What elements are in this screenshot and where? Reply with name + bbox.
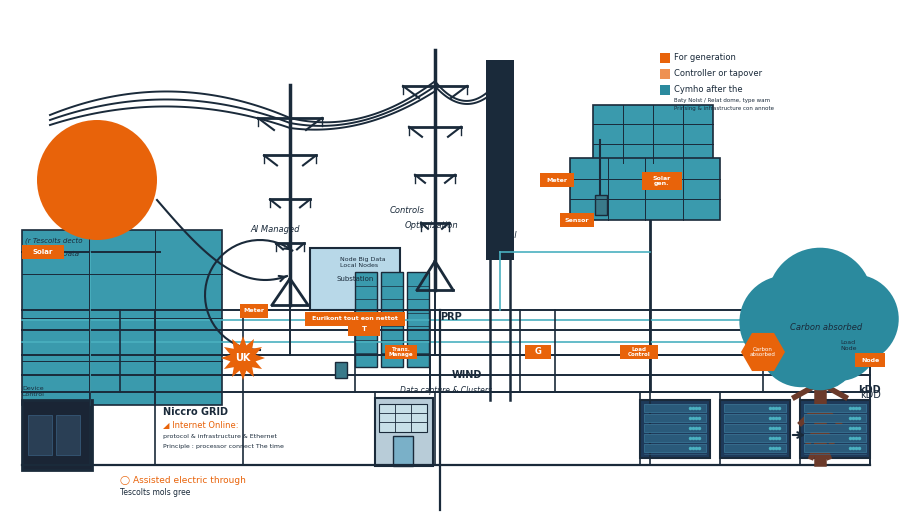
Bar (310, 248, 400, 310)
Bar (56, 415, 80, 455)
Bar (724, 444, 786, 452)
Polygon shape (221, 336, 265, 380)
Bar (644, 434, 706, 442)
Text: Meter: Meter (244, 308, 265, 314)
Text: kDD: kDD (860, 390, 881, 400)
Bar (644, 444, 706, 452)
Text: Data capture & Clusters: Data capture & Clusters (400, 386, 492, 395)
Bar (660, 85, 670, 95)
Bar (804, 404, 866, 412)
Text: Solar: Solar (32, 249, 53, 255)
Bar (724, 404, 786, 412)
Bar (804, 424, 866, 432)
Bar (595, 195, 607, 215)
Text: UK: UK (235, 353, 251, 363)
Bar (28, 415, 52, 455)
Bar (381, 272, 403, 367)
Bar (593, 105, 713, 163)
Text: WIND: WIND (452, 370, 482, 380)
Bar (540, 173, 574, 187)
Bar (640, 400, 710, 458)
Bar (804, 434, 866, 442)
Text: Node: Node (861, 358, 879, 362)
Text: Load
Control: Load Control (627, 346, 651, 357)
Text: Device
Control: Device Control (22, 386, 45, 397)
Bar (620, 345, 658, 359)
Bar (379, 404, 427, 432)
Circle shape (768, 248, 873, 353)
Text: ◢ Internet Online:: ◢ Internet Online: (163, 420, 239, 429)
Text: Carbon
absorbed: Carbon absorbed (750, 346, 776, 357)
Text: Tescolts mols gree: Tescolts mols gree (120, 488, 191, 497)
Text: kDD: kDD (858, 385, 880, 395)
Bar (660, 69, 670, 79)
Text: For generation: For generation (674, 53, 736, 63)
Bar (855, 353, 885, 367)
Text: protocol & infrastructure & Ethernet: protocol & infrastructure & Ethernet (163, 434, 277, 439)
Text: Trans.
Manage: Trans. Manage (389, 346, 413, 357)
Text: Niccro GRID: Niccro GRID (163, 407, 228, 417)
Bar (240, 304, 268, 318)
Text: Load
Node: Load Node (840, 340, 857, 351)
Bar (305, 312, 405, 326)
Bar (560, 213, 594, 227)
Text: (r Tescoits decto: (r Tescoits decto (25, 238, 83, 245)
Bar (724, 414, 786, 422)
Bar (642, 172, 682, 190)
Text: Substation: Substation (337, 276, 374, 282)
Text: Meter: Meter (546, 177, 568, 182)
Text: Carbon absorbed: Carbon absorbed (790, 323, 862, 332)
Text: T: T (362, 326, 366, 332)
Circle shape (758, 300, 845, 387)
Bar (804, 414, 866, 422)
Text: Solar
gen.: Solar gen. (652, 176, 671, 187)
Text: Eurikont tout eon nettot: Eurikont tout eon nettot (312, 317, 398, 321)
Bar (22, 245, 64, 259)
Text: G: G (535, 347, 542, 357)
Bar (660, 53, 670, 63)
Bar (22, 400, 92, 470)
Text: Principle : processor connect The time: Principle : processor connect The time (163, 444, 284, 449)
Bar (486, 60, 514, 260)
Circle shape (809, 274, 899, 363)
Text: Baty Nolst / Relat dome, type wam: Baty Nolst / Relat dome, type wam (674, 98, 770, 103)
Text: AI Managed: AI Managed (250, 225, 300, 234)
Bar (724, 434, 786, 442)
Text: Sensor: Sensor (565, 217, 590, 223)
Bar (804, 444, 866, 452)
Bar (355, 272, 377, 367)
Text: PRP: PRP (440, 312, 462, 322)
Text: Controls: Controls (390, 206, 425, 215)
Bar (720, 400, 790, 458)
Text: Cymho after the: Cymho after the (674, 85, 742, 95)
Bar (800, 400, 870, 458)
Bar (724, 424, 786, 432)
Text: Controller or tapover: Controller or tapover (674, 69, 762, 79)
Circle shape (740, 276, 832, 369)
Bar (335, 362, 347, 378)
Bar (644, 404, 706, 412)
Bar (393, 436, 413, 466)
Bar (375, 398, 433, 466)
Text: Optimization: Optimization (405, 221, 459, 230)
Text: Node Big Data
Local Nodes: Node Big Data Local Nodes (340, 257, 385, 268)
Text: Entry Hub Data: Entry Hub Data (25, 251, 79, 257)
Circle shape (37, 120, 157, 240)
Bar (570, 158, 720, 220)
Bar (407, 272, 429, 367)
Bar (525, 345, 551, 359)
Text: Neural: Neural (490, 231, 518, 240)
Circle shape (798, 300, 879, 381)
Text: Prinsing & infrastructure con annote: Prinsing & infrastructure con annote (674, 106, 774, 111)
Bar (348, 322, 380, 336)
Text: ◯ Assisted electric through: ◯ Assisted electric through (120, 476, 246, 485)
Bar (644, 424, 706, 432)
Bar (385, 345, 417, 359)
Bar (22, 230, 222, 405)
Bar (644, 414, 706, 422)
Circle shape (783, 316, 857, 390)
